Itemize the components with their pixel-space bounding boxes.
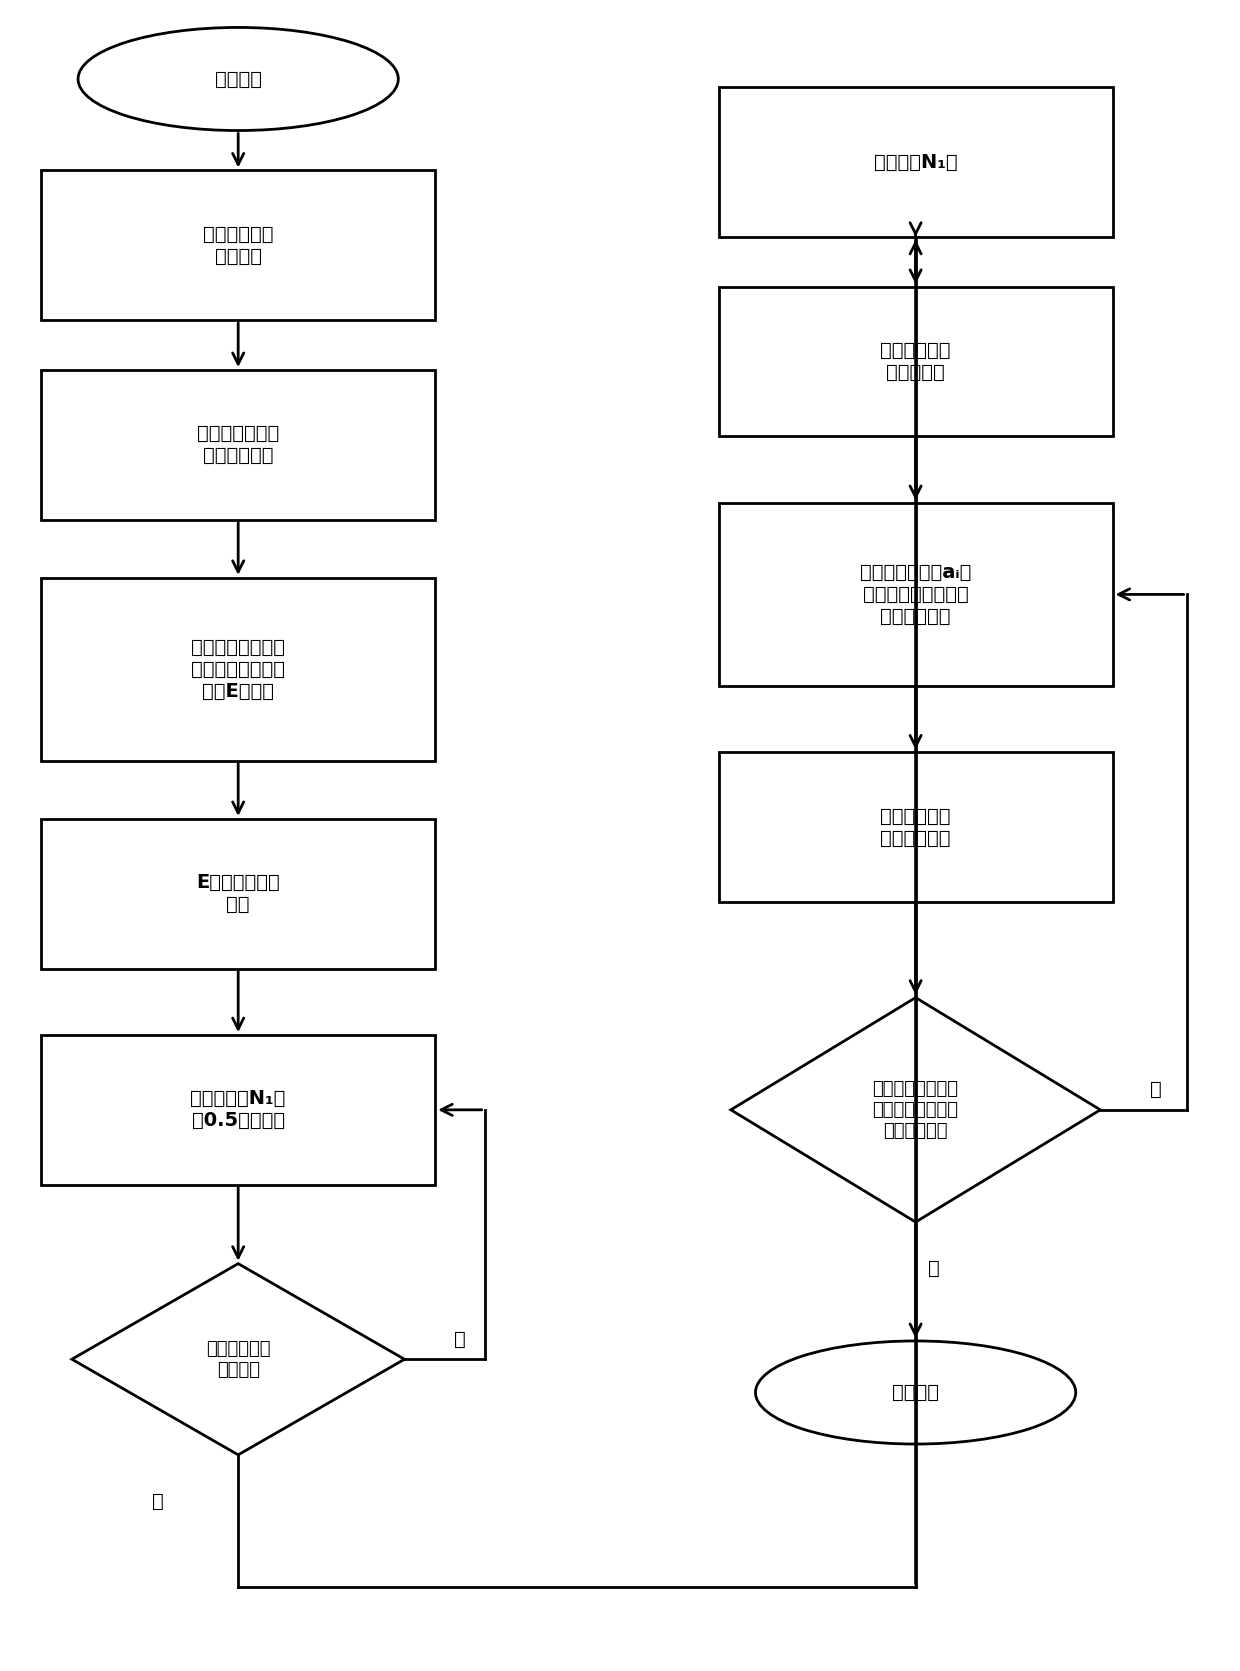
Text: 流场数据提取和
激波噪声计算: 流场数据提取和 激波噪声计算 — [197, 424, 279, 465]
FancyBboxPatch shape — [41, 1034, 435, 1185]
Text: 激波噪声是否
继续下降: 激波噪声是否 继续下降 — [206, 1340, 270, 1379]
FancyBboxPatch shape — [41, 578, 435, 760]
FancyBboxPatch shape — [718, 287, 1112, 436]
Text: 初步优化，N₁值
从0.5逐步增大: 初步优化，N₁值 从0.5逐步增大 — [191, 1089, 286, 1130]
Ellipse shape — [78, 27, 398, 130]
FancyBboxPatch shape — [41, 170, 435, 321]
FancyBboxPatch shape — [718, 87, 1112, 237]
Text: 否: 否 — [153, 1492, 164, 1511]
FancyBboxPatch shape — [41, 819, 435, 969]
Text: 否: 否 — [1149, 1081, 1162, 1100]
Polygon shape — [72, 1263, 404, 1455]
FancyBboxPatch shape — [718, 503, 1112, 685]
Text: 是: 是 — [454, 1330, 466, 1348]
Text: 确定最佳N₁值: 确定最佳N₁值 — [874, 152, 957, 172]
Ellipse shape — [755, 1340, 1076, 1444]
Text: 结束优化: 结束优化 — [892, 1384, 939, 1402]
Text: 观测吸力面表
面的静压分布: 观测吸力面表 面的静压分布 — [880, 807, 951, 847]
Text: 静压是否在吸力峰
后持续下降并满足
预期降噪要求: 静压是否在吸力峰 后持续下降并满足 预期降噪要求 — [873, 1079, 959, 1140]
Text: 开始优化: 开始优化 — [215, 70, 262, 89]
Text: 精细优化，调整aᵢ，
改变极限马赫点前叶
型的厚度分布: 精细优化，调整aᵢ， 改变极限马赫点前叶 型的厚度分布 — [859, 563, 971, 627]
Text: E点前叶型局部
拟合: E点前叶型局部 拟合 — [196, 874, 280, 914]
Text: 原始叶型流场
数值模拟: 原始叶型流场 数值模拟 — [203, 226, 274, 266]
Text: 确定新叶型中
和点的位置: 确定新叶型中 和点的位置 — [880, 341, 951, 383]
FancyBboxPatch shape — [41, 369, 435, 520]
Polygon shape — [730, 998, 1100, 1222]
FancyBboxPatch shape — [718, 752, 1112, 902]
Text: 是: 是 — [929, 1260, 940, 1278]
Text: 确定原始叶型极限
特征线与吸力面交
点（E）位置: 确定原始叶型极限 特征线与吸力面交 点（E）位置 — [191, 638, 285, 700]
